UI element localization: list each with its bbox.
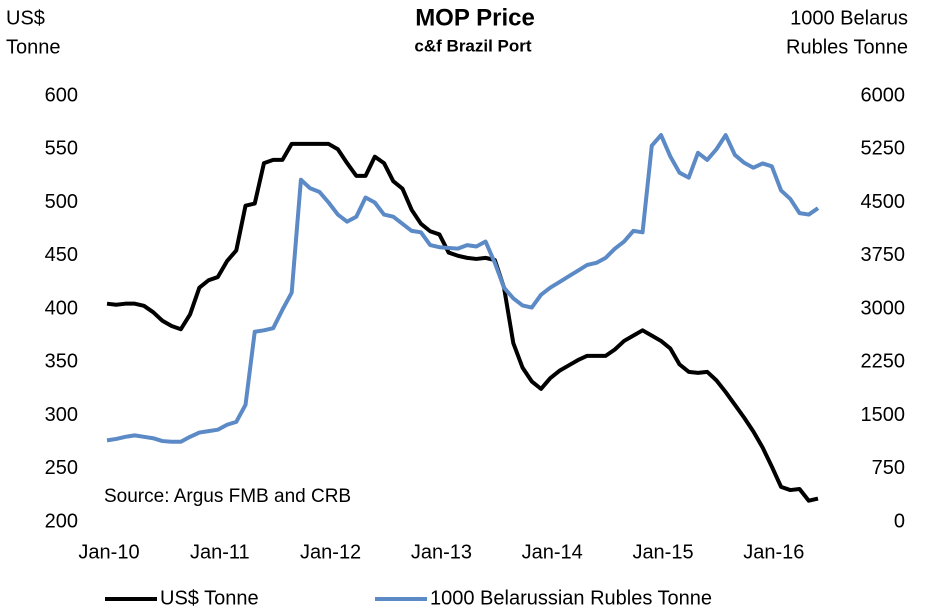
y2-tick-label: 3750 [861, 244, 906, 266]
y-tick-label: 400 [45, 297, 78, 319]
series-line [106, 133, 820, 444]
y2-tick-label: 750 [872, 457, 905, 479]
y2-axis-title: 1000 Belarus [790, 7, 908, 29]
y-tick-label: 200 [45, 510, 78, 532]
x-tick-label: Jan-10 [78, 541, 139, 563]
chart-title: MOP Price [415, 4, 535, 31]
y2-tick-label: 3000 [861, 297, 906, 319]
y2-tick-label: 0 [894, 510, 905, 532]
y2-tick-label: 4500 [861, 191, 906, 213]
chart-subtitle: c&f Brazil Port [414, 36, 531, 55]
legend-label: 1000 Belarussian Rubles Tonne [430, 587, 712, 609]
y2-tick-label: 6000 [861, 84, 906, 106]
y-tick-label: 450 [45, 244, 78, 266]
x-tick-label: Jan-11 [190, 541, 250, 563]
y-axis-title: US$ [6, 7, 45, 29]
x-tick-label: Jan-14 [522, 541, 583, 563]
annotation: Source: Argus FMB and CRB [104, 486, 351, 507]
series-line [106, 141, 819, 503]
x-tick-label: Jan-13 [411, 541, 472, 563]
y2-axis-title: Rubles Tonne [786, 36, 908, 58]
y-tick-label: 300 [45, 404, 78, 426]
x-tick-label: Jan-16 [743, 541, 804, 563]
y-tick-label: 600 [45, 84, 78, 106]
y2-tick-label: 1500 [861, 404, 906, 426]
x-tick-label: Jan-15 [632, 541, 693, 563]
y-tick-label: 550 [45, 138, 78, 160]
y2-tick-label: 2250 [861, 351, 906, 373]
legend-label: US$ Tonne [160, 587, 259, 609]
x-tick-label: Jan-12 [300, 541, 361, 563]
y-tick-label: 250 [45, 457, 78, 479]
y-tick-label: 350 [45, 351, 78, 373]
y2-tick-label: 5250 [861, 138, 906, 160]
y-axis-title: Tonne [6, 36, 61, 58]
y-tick-label: 500 [45, 191, 78, 213]
